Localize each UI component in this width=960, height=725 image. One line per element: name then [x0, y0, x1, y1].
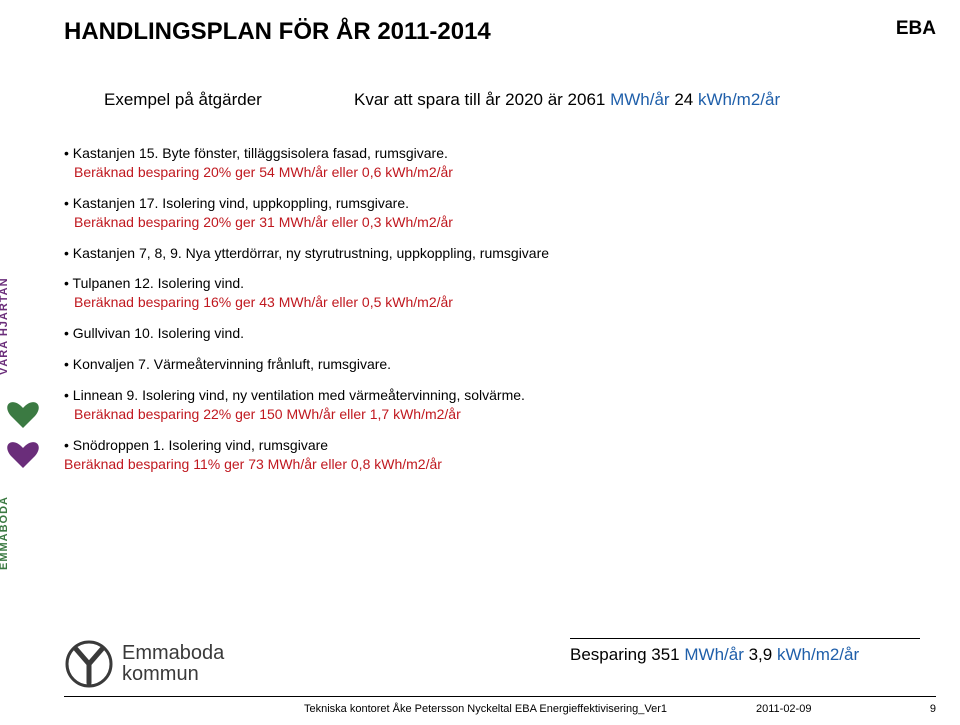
list-item-line1: Gullvivan 10. Isolering vind.: [64, 324, 936, 343]
action-list: Kastanjen 15. Byte fönster, tilläggsisol…: [64, 144, 936, 474]
subhead-prefix: Kvar att spara till år 2020 är 2061: [354, 90, 610, 109]
summary-text: Besparing 351 MWh/år 3,9 kWh/m2/år: [570, 645, 920, 665]
list-item-line1: Kastanjen 17. Isolering vind, uppkopplin…: [64, 194, 936, 213]
logo-text: Emmaboda kommun: [122, 643, 224, 685]
list-item: Kastanjen 15. Byte fönster, tilläggsisol…: [64, 144, 936, 182]
summary-unit1: MWh/år: [684, 645, 744, 664]
list-item-line1: Konvaljen 7. Värmeåtervinning frånluft, …: [64, 355, 936, 374]
list-item: Gullvivan 10. Isolering vind.: [64, 324, 936, 343]
summary-mid: 3,9: [744, 645, 777, 664]
header-row: HANDLINGSPLAN FÖR ÅR 2011-2014 EBA: [64, 18, 936, 46]
summary-label: Besparing 351: [570, 645, 684, 664]
list-item: Konvaljen 7. Värmeåtervinning frånluft, …: [64, 355, 936, 374]
summary-unit2: kWh/m2/år: [777, 645, 859, 664]
summary-rule: [570, 638, 920, 639]
list-item: Kastanjen 17. Isolering vind, uppkopplin…: [64, 194, 936, 232]
y-logo-icon: [64, 639, 114, 689]
list-item-line2: Beräknad besparing 11% ger 73 MWh/år ell…: [64, 455, 936, 474]
list-item-line2: Beräknad besparing 20% ger 54 MWh/år ell…: [64, 163, 936, 182]
list-item: Linnean 9. Isolering vind, ny ventilatio…: [64, 386, 936, 424]
eba-label: EBA: [896, 18, 936, 40]
list-item: Kastanjen 7, 8, 9. Nya ytterdörrar, ny s…: [64, 244, 936, 263]
municipality-logo: Emmaboda kommun: [64, 639, 224, 689]
list-item: Tulpanen 12. Isolering vind.Beräknad bes…: [64, 274, 936, 312]
list-item-line1: Tulpanen 12. Isolering vind.: [64, 274, 936, 293]
list-item-line1: Kastanjen 15. Byte fönster, tilläggsisol…: [64, 144, 936, 163]
footer-text: Tekniska kontoret Åke Petersson Nyckelta…: [64, 703, 936, 715]
list-item: Snödroppen 1. Isolering vind, rumsgivare…: [64, 436, 936, 474]
subhead-left: Exempel på åtgärder: [64, 90, 354, 110]
subhead-mid: 24: [670, 90, 698, 109]
page-title: HANDLINGSPLAN FÖR ÅR 2011-2014: [64, 18, 491, 46]
subhead-row: Exempel på åtgärder Kvar att spara till …: [64, 90, 936, 110]
subhead-unit1: MWh/år: [610, 90, 670, 109]
strip-heart-logos: [4, 380, 42, 670]
list-item-line1: Kastanjen 7, 8, 9. Nya ytterdörrar, ny s…: [64, 244, 936, 263]
footer-rule: [64, 696, 936, 697]
list-item-line2: Beräknad besparing 16% ger 43 MWh/år ell…: [64, 293, 936, 312]
list-item-line1: Snödroppen 1. Isolering vind, rumsgivare: [64, 436, 936, 455]
list-item-line2: Beräknad besparing 22% ger 150 MWh/år el…: [64, 405, 936, 424]
list-item-line2: Beräknad besparing 20% ger 31 MWh/år ell…: [64, 213, 936, 232]
summary-block: Besparing 351 MWh/år 3,9 kWh/m2/år: [570, 638, 920, 665]
strip-text-upper: VÅRA HJÄRTAN: [0, 277, 10, 375]
footer-page: 9: [916, 703, 936, 715]
left-vertical-strip: VÅRA HJÄRTAN EMMABODA: [0, 0, 46, 725]
page-content: HANDLINGSPLAN FÖR ÅR 2011-2014 EBA Exemp…: [46, 0, 960, 725]
footer-left: Tekniska kontoret Åke Petersson Nyckelta…: [64, 703, 756, 715]
footer-date: 2011-02-09: [756, 703, 916, 715]
subhead-right: Kvar att spara till år 2020 är 2061 MWh/…: [354, 90, 936, 110]
logo-line2: kommun: [122, 664, 224, 685]
logo-line1: Emmaboda: [122, 643, 224, 664]
list-item-line1: Linnean 9. Isolering vind, ny ventilatio…: [64, 386, 936, 405]
subhead-unit2: kWh/m2/år: [698, 90, 780, 109]
